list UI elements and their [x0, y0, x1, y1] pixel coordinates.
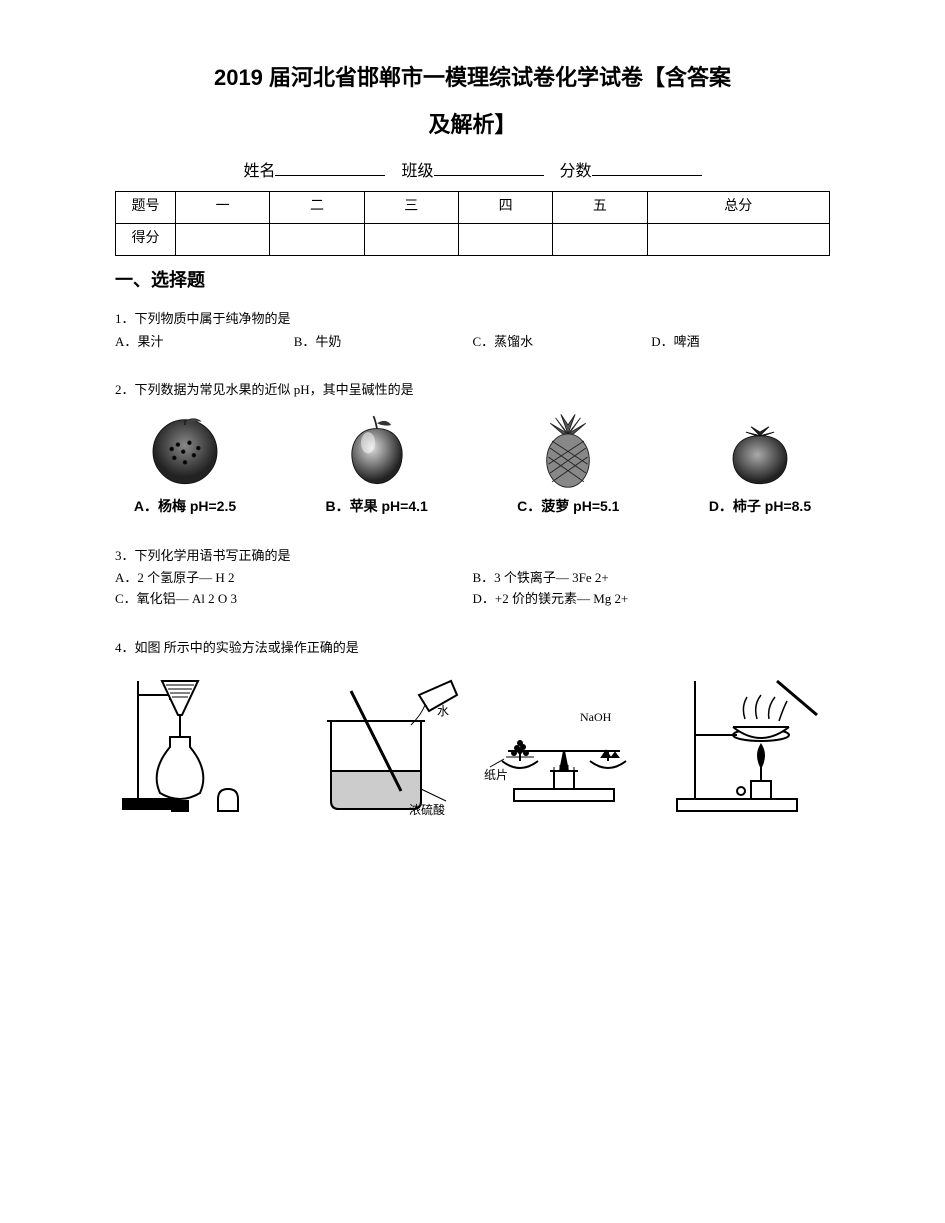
name-blank[interactable] — [275, 158, 385, 176]
q2-opt-c: C．菠萝 pH=5.1 — [498, 409, 638, 517]
question-4: 4．如图 所示中的实验方法或操作正确的是 — [115, 638, 830, 816]
class-label: 班级 — [401, 163, 433, 180]
cell-col-2: 二 — [270, 191, 364, 223]
score-table: 题号 一 二 三 四 五 总分 得分 — [115, 191, 830, 256]
q4-opt-b: 水 浓硫酸 — [298, 671, 463, 816]
apple-icon — [332, 409, 422, 489]
q4-opt-c: NaOH 纸片 — [482, 671, 647, 816]
q2-opt-d: D．柿子 pH=8.5 — [690, 409, 830, 517]
q2-num: 2． — [115, 382, 135, 397]
question-3: 3．下列化学用语书写正确的是 A．2 个氢原子— H 2 B．3 个铁离子— 3… — [115, 546, 830, 610]
persimmon-icon — [715, 409, 805, 489]
q4-stem: 如图 所示中的实验方法或操作正确的是 — [135, 640, 359, 655]
yangmei-icon — [140, 409, 230, 489]
cell-col-3: 三 — [364, 191, 458, 223]
naoh-label: NaOH — [580, 710, 612, 724]
q4-opt-d — [665, 671, 830, 816]
q3-opt-a: A．2 个氢原子— H 2 — [115, 568, 473, 589]
acid-label: 浓硫酸 — [409, 802, 445, 816]
q3-stem: 下列化学用语书写正确的是 — [135, 548, 291, 563]
q4-opt-a — [115, 671, 280, 816]
q2-opt-a-label: A．杨梅 pH=2.5 — [115, 495, 255, 517]
cell-col-4: 四 — [458, 191, 552, 223]
cell-score-1[interactable] — [176, 223, 270, 255]
cell-score-3[interactable] — [364, 223, 458, 255]
balance-icon: NaOH 纸片 — [484, 671, 644, 816]
evaporation-icon — [667, 671, 827, 816]
q1-opt-c: C．蒸馏水 — [473, 332, 652, 353]
cell-score-5[interactable] — [553, 223, 647, 255]
q1-opt-a: A．果汁 — [115, 332, 294, 353]
q2-opt-b-label: B．苹果 pH=4.1 — [307, 495, 447, 517]
cell-col-1: 一 — [176, 191, 270, 223]
name-label: 姓名 — [243, 163, 275, 180]
q2-opt-d-label: D．柿子 pH=8.5 — [690, 495, 830, 517]
cell-score-total[interactable] — [647, 223, 829, 255]
question-1: 1．下列物质中属于纯净物的是 A．果汁 B．牛奶 C．蒸馏水 D．啤酒 — [115, 309, 830, 353]
score-label: 分数 — [560, 163, 592, 180]
q2-opt-a: A．杨梅 pH=2.5 — [115, 409, 255, 517]
table-row: 题号 一 二 三 四 五 总分 — [116, 191, 830, 223]
q3-num: 3． — [115, 548, 135, 563]
cell-score-2[interactable] — [270, 223, 364, 255]
q2-stem: 下列数据为常见水果的近似 pH，其中呈碱性的是 — [135, 382, 414, 397]
q2-opt-b: B．苹果 pH=4.1 — [307, 409, 447, 517]
title-line-2: 及解析】 — [115, 107, 830, 142]
q3-opt-d: D．+2 价的镁元素— Mg 2+ — [473, 589, 831, 610]
cell-score-label: 得分 — [116, 223, 176, 255]
class-blank[interactable] — [434, 158, 544, 176]
question-2: 2．下列数据为常见水果的近似 pH，其中呈碱性的是 A．杨梅 pH=2.5 — [115, 380, 830, 517]
paper-label: 纸片 — [484, 768, 508, 782]
pineapple-icon — [523, 409, 613, 489]
q2-opt-c-label: C．菠萝 pH=5.1 — [498, 495, 638, 517]
cell-col-5: 五 — [553, 191, 647, 223]
cell-col-total: 总分 — [647, 191, 829, 223]
filtration-icon — [118, 671, 278, 816]
q4-num: 4． — [115, 640, 135, 655]
cell-score-4[interactable] — [458, 223, 552, 255]
cell-qnum: 题号 — [116, 191, 176, 223]
section-1-title: 一、选择题 — [115, 266, 830, 295]
q1-opt-d: D．啤酒 — [651, 332, 830, 353]
score-blank[interactable] — [592, 158, 702, 176]
table-row: 得分 — [116, 223, 830, 255]
q1-opt-b: B．牛奶 — [294, 332, 473, 353]
info-line: 姓名 班级 分数 — [115, 158, 830, 185]
title-line-1: 2019 届河北省邯郸市一模理综试卷化学试卷【含答案 — [115, 60, 830, 95]
q1-stem: 下列物质中属于纯净物的是 — [135, 311, 291, 326]
dilute-acid-icon: 水 浓硫酸 — [301, 671, 461, 816]
water-label: 水 — [437, 704, 449, 718]
q3-opt-b: B．3 个铁离子— 3Fe 2+ — [473, 568, 831, 589]
q3-opt-c: C．氧化铝— Al 2 O 3 — [115, 589, 473, 610]
q1-num: 1． — [115, 311, 135, 326]
